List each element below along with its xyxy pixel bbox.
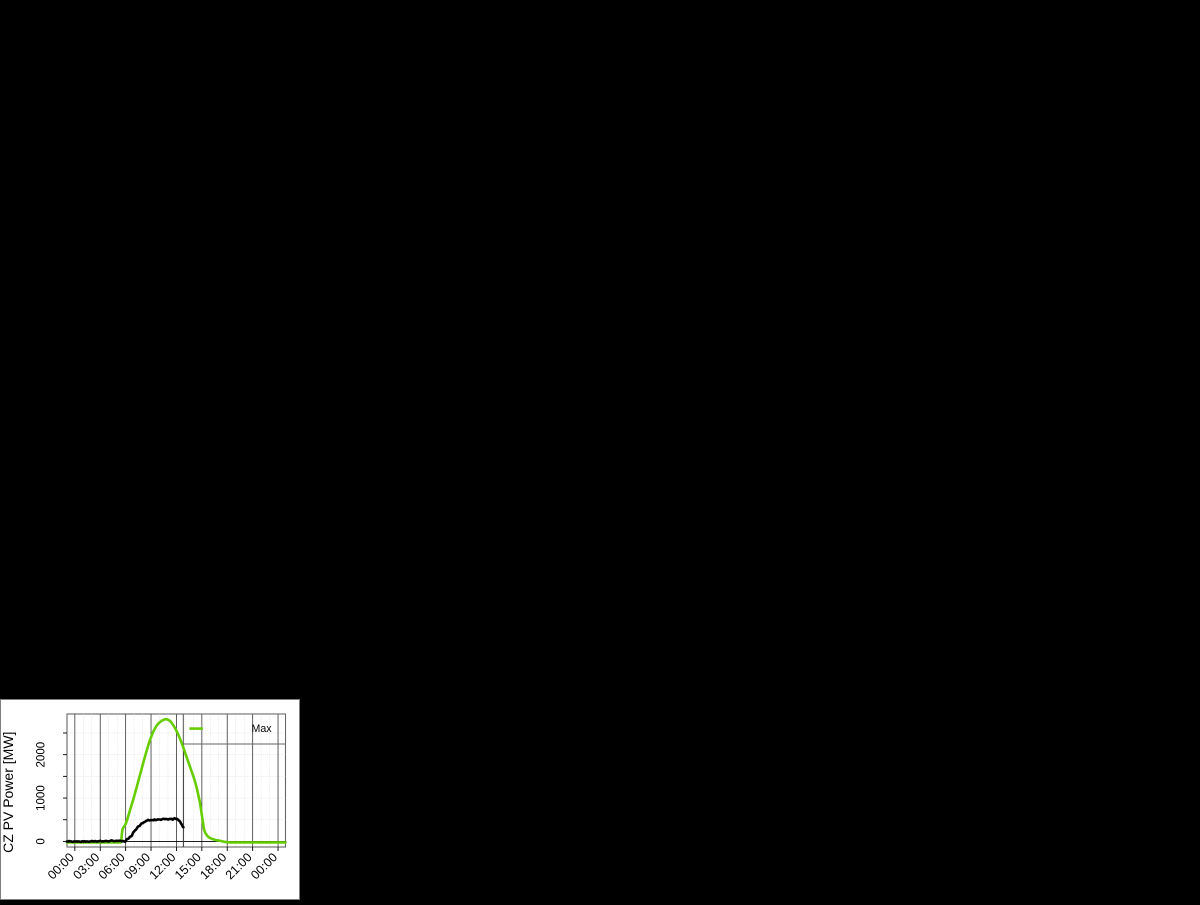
svg-text:03:00: 03:00 — [70, 850, 102, 882]
svg-text:21:00: 21:00 — [223, 850, 255, 882]
svg-text:15:00: 15:00 — [172, 850, 204, 882]
svg-text:0: 0 — [35, 838, 47, 844]
svg-text:Max: Max — [252, 723, 273, 735]
svg-text:12:00: 12:00 — [147, 850, 179, 882]
svg-text:2000: 2000 — [35, 742, 47, 768]
svg-text:CZ PV Power [MW]: CZ PV Power [MW] — [0, 732, 16, 853]
svg-text:18:00: 18:00 — [197, 850, 229, 882]
svg-text:00:00: 00:00 — [248, 850, 280, 882]
svg-text:09:00: 09:00 — [121, 850, 153, 882]
svg-text:00:00: 00:00 — [45, 850, 77, 882]
svg-text:1000: 1000 — [35, 785, 47, 811]
svg-text:06:00: 06:00 — [96, 850, 128, 882]
